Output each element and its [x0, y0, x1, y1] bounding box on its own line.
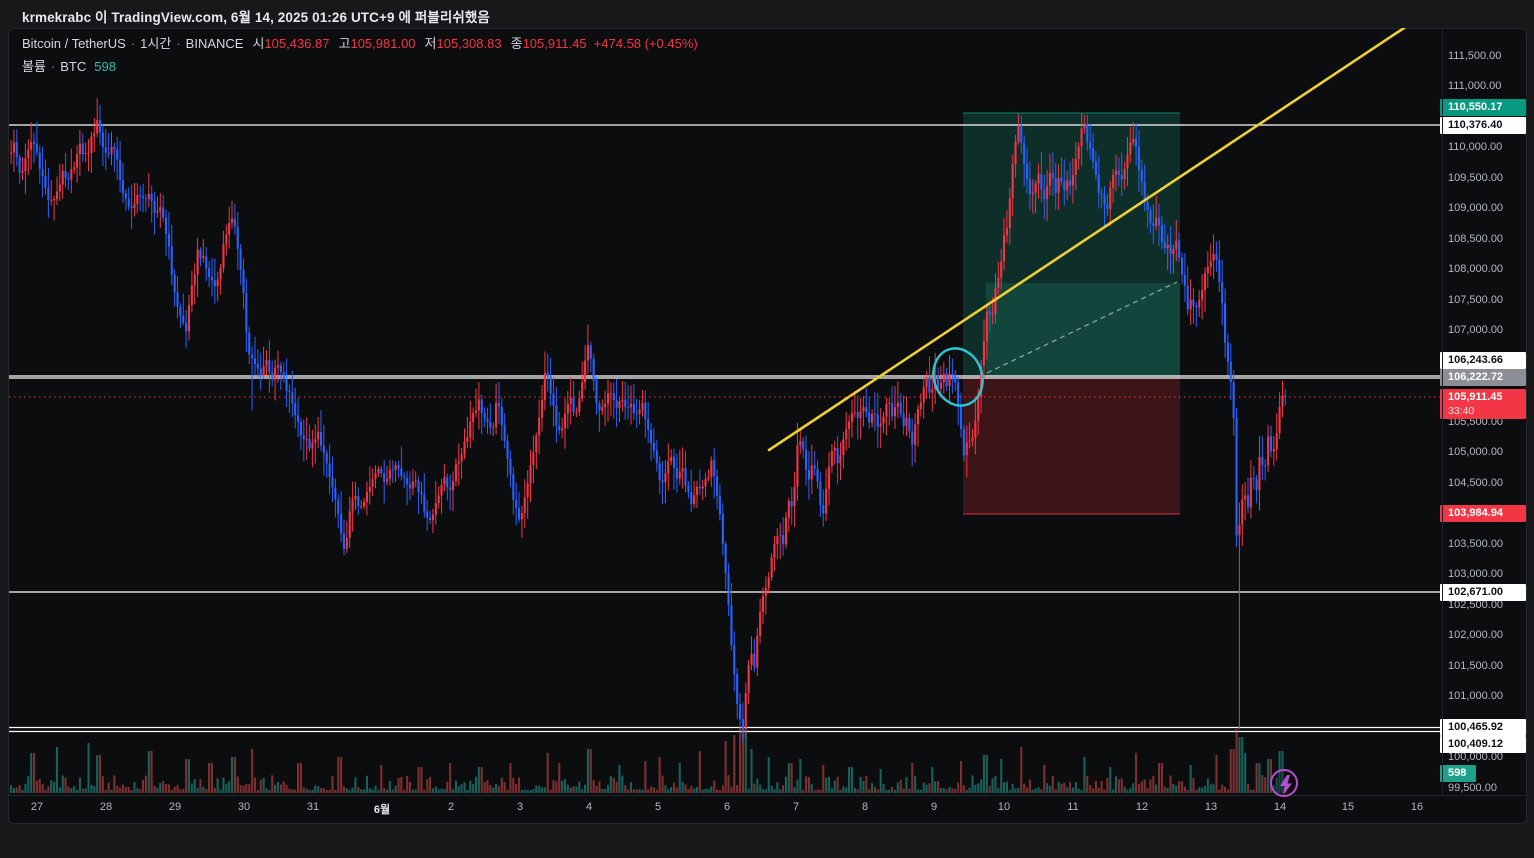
time-axis-label: 4: [585, 801, 593, 813]
price-axis-label: 109,000.00: [1448, 202, 1504, 214]
price-axis-separator: [1442, 29, 1443, 795]
close-label: 종: [510, 36, 523, 51]
time-axis-label: 6: [723, 801, 731, 813]
time-axis-label: 12: [1135, 801, 1149, 813]
time-axis-label: 11: [1067, 801, 1079, 813]
volume-value: 598: [94, 59, 116, 74]
time-axis-label: 10: [997, 801, 1011, 813]
price-axis-label: 103,500.00: [1448, 538, 1504, 550]
chart-canvas[interactable]: [8, 28, 1525, 822]
lightning-icon: [1280, 775, 1292, 795]
price-badge: 106,222.72: [1440, 368, 1526, 386]
date-price-range-box[interactable]: [986, 281, 1180, 377]
price-axis-label: 111,000.00: [1448, 80, 1502, 92]
time-axis-label: 31: [306, 801, 320, 813]
time-axis-label: 7: [792, 801, 800, 813]
boost-lightning-button[interactable]: [1270, 769, 1298, 797]
time-axis-label: 16: [1410, 801, 1424, 813]
volume-row[interactable]: 볼륨 · BTC 598: [22, 59, 116, 74]
time-axis-label: 27: [30, 801, 44, 813]
time-axis-label: 8: [861, 801, 869, 813]
price-axis-label: 105,500.00: [1448, 416, 1504, 428]
trendline-drawing[interactable]: [767, 28, 1407, 452]
open-label: 시: [252, 36, 265, 51]
price-axis-label: 101,000.00: [1448, 690, 1504, 702]
time-axis-label: 6월: [373, 804, 391, 816]
price-badge: 100,465.92: [1440, 718, 1526, 736]
time-axis-label: 30: [237, 801, 251, 813]
price-badge: 598: [1440, 764, 1476, 782]
time-axis-label: 13: [1204, 801, 1218, 813]
footer-bar: TradingView: [0, 822, 1534, 858]
price-axis-label: 99,500.00: [1448, 782, 1497, 794]
price-axis-label: 103,000.00: [1448, 568, 1504, 580]
price-axis-label: 107,000.00: [1448, 324, 1504, 336]
symbol-title[interactable]: Bitcoin / TetherUS: [22, 36, 126, 51]
price-axis-label: 107,500.00: [1448, 294, 1504, 306]
volume-label: 볼륨: [22, 59, 46, 74]
time-axis-label: 14: [1273, 801, 1287, 813]
price-axis-label: 111,500.00: [1448, 50, 1502, 62]
chart-panel: [8, 28, 1527, 824]
volume-bars: [10, 727, 1287, 793]
symbol-row[interactable]: Bitcoin / TetherUS · 1시간 · BINANCE 시105,436.8…: [22, 36, 698, 51]
price-badge: 110,550.17: [1440, 98, 1526, 116]
time-axis-label: 29: [168, 801, 182, 813]
price-axis-label: 102,000.00: [1448, 629, 1504, 641]
time-axis-label: 9: [930, 801, 938, 813]
price-axis-label: 101,500.00: [1448, 660, 1504, 672]
time-axis-label: 2: [447, 801, 455, 813]
price-badge: 106,243.66: [1440, 351, 1526, 369]
publish-text: krmekrabc 이 TradingView.com, 6월 14, 2025…: [22, 10, 490, 25]
price-axis-label: 108,000.00: [1448, 263, 1504, 275]
price-badge: 102,671.00: [1440, 583, 1526, 601]
price-badge: 105,911.45 33:40: [1440, 388, 1526, 419]
price-badge: 103,984.94: [1440, 504, 1526, 522]
horizontal-price-lines[interactable]: [9, 124, 1442, 733]
price-axis-label: 105,000.00: [1448, 446, 1504, 458]
close-value: 105,911.45: [522, 36, 587, 51]
price-badge: 110,376.40: [1440, 116, 1526, 134]
high-value: 105,981.00: [350, 36, 416, 51]
low-label: 저: [424, 36, 437, 51]
price-axis-label: 109,500.00: [1448, 172, 1504, 184]
price-axis-label: 104,500.00: [1448, 477, 1504, 489]
publish-bar: krmekrabc 이 TradingView.com, 6월 14, 2025…: [0, 0, 1534, 28]
low-value: 105,308.83: [436, 36, 502, 51]
time-axis-label: 28: [99, 801, 113, 813]
high-label: 고: [338, 36, 351, 51]
change-value: +474.58 (+0.45%): [593, 36, 698, 51]
price-badge: 100,409.12: [1440, 735, 1526, 753]
price-axis-label: 100,000.00: [1448, 751, 1504, 763]
time-axis-label: 3: [516, 801, 524, 813]
brush-circle-drawing[interactable]: [926, 342, 990, 412]
candlesticks: [10, 98, 1287, 743]
price-axis-label: 102,500.00: [1448, 599, 1504, 611]
time-axis-label: 15: [1341, 801, 1355, 813]
volume-unit: BTC: [60, 59, 87, 74]
chart-legend: Bitcoin / TetherUS · 1시간 · BINANCE 시105,436.8…: [22, 33, 698, 75]
time-axis-label: 5: [654, 801, 662, 813]
exchange-label: BINANCE: [185, 36, 244, 51]
interval-label[interactable]: 1시간: [140, 36, 172, 51]
open-value: 105,436.87: [264, 36, 330, 51]
time-axis-separator: [9, 795, 1525, 796]
price-axis-label: 110,000.00: [1448, 141, 1503, 153]
price-axis-label: 108,500.00: [1448, 233, 1504, 245]
